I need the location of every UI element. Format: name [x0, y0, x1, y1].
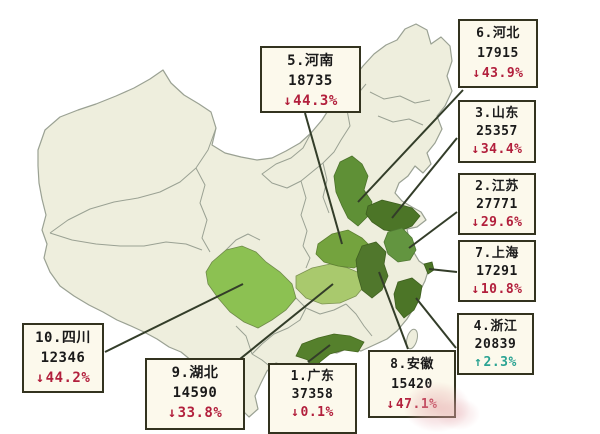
province-change: ↑2.3% [459, 354, 532, 372]
province-sichuan [205, 245, 297, 329]
province-label: 1.广东 [290, 369, 335, 384]
province-jiangsu [383, 227, 417, 263]
province-label: 10.四川 [35, 330, 91, 346]
province-label: 5.河南 [287, 53, 334, 69]
province-label: 2.江苏 [475, 179, 519, 194]
province-borders [49, 83, 431, 369]
change-percent: 34.4% [480, 142, 523, 157]
callout-line-jiangsu [408, 211, 458, 249]
callout-box-zhejiang: 4.浙江 20839 ↑2.3% [457, 313, 534, 375]
province-hubei [295, 263, 367, 305]
callout-box-henan: 5.河南 18735 ↓44.3% [260, 46, 361, 113]
callout-line-henan [304, 112, 343, 245]
province-change: ↓47.1% [370, 395, 454, 415]
province-value: 12346 [40, 350, 86, 366]
up-arrow-icon: ↑ [474, 355, 483, 370]
province-value: 15420 [391, 377, 433, 392]
china-landmass [37, 23, 453, 418]
callout-box-guangdong: 1.广东 37358 ↓0.1% [268, 363, 357, 434]
callout-box-shandong: 3.山东 25357 ↓34.4% [458, 100, 536, 163]
down-arrow-icon: ↓ [471, 215, 480, 230]
callout-line-guangdong [307, 344, 331, 363]
province-change: ↓10.8% [460, 281, 534, 299]
province-change: ↓0.1% [270, 404, 355, 422]
province-value: 14590 [172, 385, 218, 401]
change-percent: 0.1% [300, 405, 334, 420]
province-value: 17915 [477, 46, 519, 61]
callout-box-shanghai: 7.上海 17291 ↓10.8% [458, 240, 536, 302]
province-guangdong [295, 333, 365, 371]
province-label: 4.浙江 [473, 319, 518, 334]
callout-box-anhui: 8.安徽 15420 ↓47.1% [368, 350, 456, 418]
province-change: ↓33.8% [147, 403, 243, 423]
callout-line-anhui [378, 271, 409, 350]
province-zhejiang [393, 277, 423, 319]
province-change: ↓29.6% [460, 214, 534, 232]
province-value: 27771 [476, 197, 518, 212]
province-value: 25357 [476, 124, 518, 139]
down-arrow-icon: ↓ [471, 282, 480, 297]
province-value: 18735 [288, 73, 333, 89]
province-value: 20839 [474, 337, 517, 352]
callout-line-shanghai [428, 268, 458, 273]
province-label: 6.河北 [476, 26, 520, 41]
callout-box-hebei: 6.河北 17915 ↓43.9% [458, 19, 538, 88]
province-label: 8.安徽 [390, 357, 434, 372]
down-arrow-icon: ↓ [386, 397, 395, 412]
province-change: ↓44.2% [24, 368, 102, 388]
change-percent: 2.3% [483, 355, 517, 370]
callout-box-hubei: 9.湖北 14590 ↓33.8% [145, 358, 245, 430]
province-label: 7.上海 [475, 246, 519, 261]
callout-line-hubei [239, 283, 334, 360]
province-change: ↓44.3% [262, 91, 359, 111]
callout-box-sichuan: 10.四川 12346 ↓44.2% [22, 323, 104, 393]
callout-line-zhejiang [415, 297, 457, 349]
change-percent: 29.6% [480, 215, 523, 230]
down-arrow-icon: ↓ [471, 142, 480, 157]
down-arrow-icon: ↓ [35, 370, 45, 386]
callout-lines [104, 89, 464, 363]
down-arrow-icon: ↓ [167, 405, 177, 421]
change-percent: 33.8% [177, 405, 223, 421]
province-label: 9.湖北 [171, 365, 219, 381]
change-percent: 44.3% [293, 93, 338, 109]
province-anhui [355, 241, 389, 299]
province-change: ↓43.9% [460, 64, 536, 84]
province-label: 3.山东 [475, 106, 519, 121]
taiwan-island [406, 328, 418, 350]
callout-line-hebei [357, 89, 464, 203]
callout-line-shandong [391, 137, 458, 219]
down-arrow-icon: ↓ [283, 93, 293, 109]
down-arrow-icon: ↓ [472, 66, 481, 81]
change-percent: 44.2% [45, 370, 91, 386]
callout-line-sichuan [104, 283, 244, 353]
province-change: ↓34.4% [460, 141, 534, 159]
callout-box-jiangsu: 2.江苏 27771 ↓29.6% [458, 173, 536, 235]
change-percent: 10.8% [480, 282, 523, 297]
province-value: 37358 [291, 387, 334, 402]
down-arrow-icon: ↓ [291, 405, 300, 420]
province-value: 17291 [476, 264, 518, 279]
change-percent: 47.1% [395, 397, 438, 412]
change-percent: 43.9% [481, 66, 524, 81]
